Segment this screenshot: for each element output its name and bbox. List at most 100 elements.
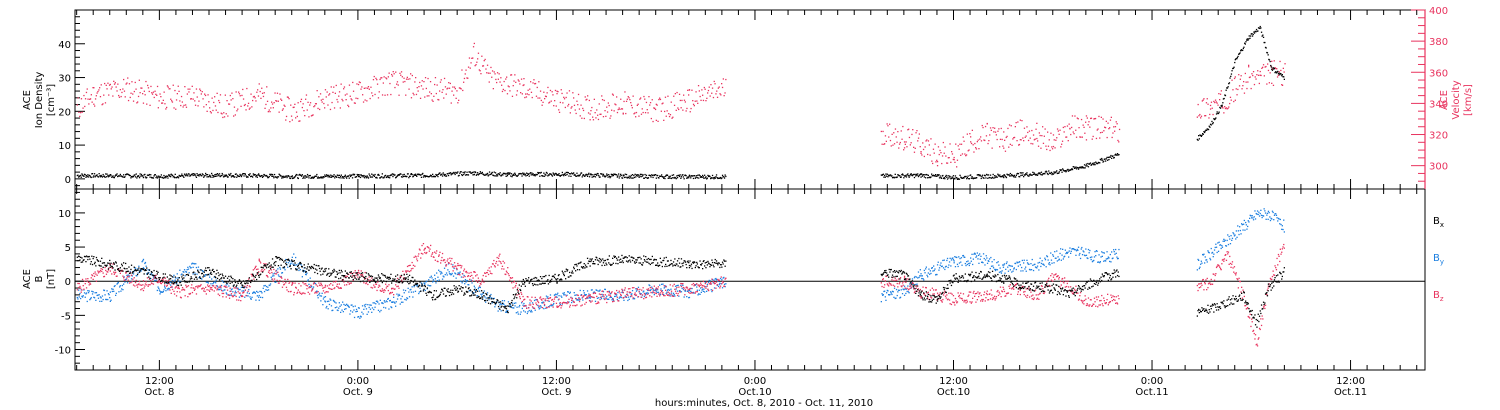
- data-point: [1044, 259, 1047, 261]
- data-point: [985, 177, 987, 179]
- data-point: [102, 173, 104, 176]
- data-point: [279, 175, 282, 177]
- data-point: [233, 176, 235, 178]
- data-point: [1031, 258, 1033, 261]
- data-point: [365, 177, 368, 179]
- data-point: [573, 174, 575, 176]
- data-point: [121, 91, 123, 94]
- data-point: [391, 174, 393, 176]
- data-point: [1199, 134, 1201, 136]
- data-point: [133, 277, 135, 279]
- data-point: [463, 274, 465, 277]
- data-point: [252, 96, 255, 98]
- data-point: [1013, 267, 1015, 269]
- data-point: [115, 292, 117, 294]
- data-point: [118, 291, 120, 293]
- data-point: [1003, 147, 1005, 149]
- data-point: [226, 289, 229, 291]
- data-point: [984, 139, 986, 142]
- data-point: [1197, 103, 1199, 106]
- data-point: [1262, 215, 1264, 217]
- data-point: [164, 175, 166, 178]
- data-point: [491, 76, 493, 78]
- data-point: [475, 290, 477, 292]
- data-point: [223, 116, 226, 118]
- data-point: [1064, 249, 1066, 251]
- data-point: [496, 300, 498, 303]
- data-point: [410, 291, 413, 293]
- data-point: [688, 289, 691, 292]
- data-point: [895, 297, 897, 299]
- data-point: [131, 275, 133, 277]
- data-point: [527, 173, 529, 175]
- data-point: [148, 278, 151, 280]
- data-point: [672, 292, 675, 294]
- data-point: [684, 290, 687, 292]
- data-point: [1265, 47, 1267, 49]
- data-point: [969, 133, 971, 135]
- data-point: [162, 279, 164, 281]
- data-point: [1219, 107, 1222, 109]
- data-point: [909, 283, 911, 285]
- data-point: [976, 141, 978, 143]
- data-point: [279, 279, 281, 282]
- data-point: [688, 174, 691, 176]
- data-point: [267, 177, 269, 179]
- data-point: [406, 297, 408, 299]
- data-point: [1279, 218, 1281, 221]
- data-point: [1216, 251, 1218, 254]
- data-point: [87, 176, 90, 178]
- data-point: [934, 268, 936, 270]
- data-point: [1015, 174, 1017, 176]
- data-point: [84, 105, 86, 108]
- data-point: [145, 80, 147, 83]
- data-point: [1224, 94, 1227, 97]
- data-point: [1114, 154, 1116, 156]
- data-point: [562, 292, 564, 294]
- data-point: [140, 173, 143, 176]
- data-point: [147, 269, 149, 271]
- data-point: [228, 285, 230, 287]
- data-point: [193, 173, 195, 175]
- data-point: [236, 174, 239, 176]
- data-point: [599, 113, 601, 115]
- data-point: [241, 174, 243, 176]
- data-point: [962, 177, 964, 179]
- data-point: [980, 136, 982, 138]
- data-point: [119, 285, 121, 287]
- data-point: [1211, 123, 1214, 125]
- data-point: [386, 78, 388, 80]
- data-point: [1235, 230, 1237, 232]
- data-point: [543, 172, 545, 174]
- data-point: [209, 287, 211, 289]
- data-point: [192, 174, 194, 177]
- data-point: [205, 286, 207, 288]
- data-point: [1067, 168, 1069, 171]
- data-point: [453, 172, 456, 174]
- data-point: [314, 283, 317, 285]
- data-point: [379, 177, 381, 179]
- data-point: [209, 111, 212, 113]
- data-point: [231, 92, 233, 94]
- data-point: [637, 286, 640, 288]
- data-point: [295, 173, 297, 176]
- data-point: [435, 282, 437, 284]
- data-point: [569, 173, 571, 175]
- data-point: [289, 263, 291, 265]
- data-point: [415, 174, 417, 176]
- data-point: [300, 98, 303, 100]
- data-point: [988, 260, 990, 262]
- data-point: [685, 110, 687, 112]
- data-point: [1062, 248, 1064, 250]
- data-point: [335, 84, 337, 87]
- data-point: [1236, 57, 1238, 59]
- data-point: [1107, 258, 1109, 260]
- data-point: [921, 277, 923, 280]
- data-point: [722, 277, 724, 279]
- data-point: [238, 91, 240, 93]
- data-point: [427, 284, 429, 286]
- data-point: [1081, 246, 1083, 249]
- data-point: [303, 176, 305, 178]
- data-point: [524, 173, 526, 175]
- data-point: [1266, 83, 1268, 85]
